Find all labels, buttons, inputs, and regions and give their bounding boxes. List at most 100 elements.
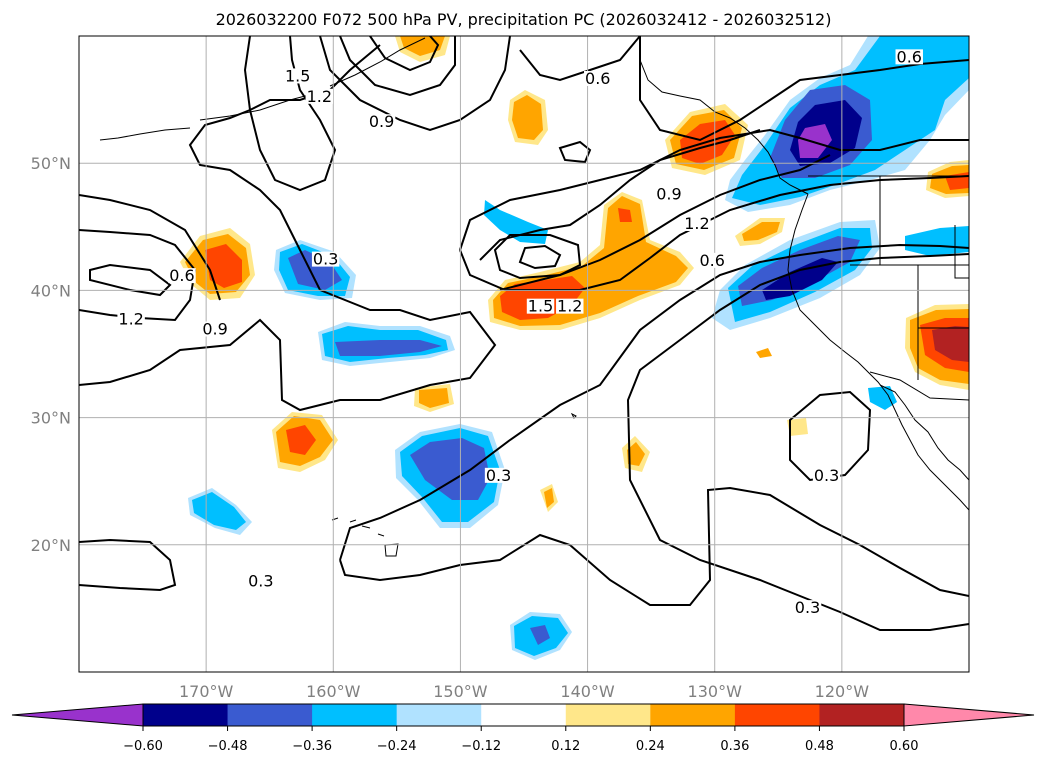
lon-tick-label-2: 150°W [433, 682, 488, 701]
gridlines [79, 36, 969, 672]
lon-tick-label-5: 120°W [815, 682, 870, 701]
contour-label-halo [556, 298, 584, 314]
contour-label-halo [117, 311, 145, 327]
pv-contour-0.3-b [79, 538, 177, 592]
pv-contour-0.3-d [339, 486, 969, 606]
colorbar-tick-label: −0.12 [461, 739, 501, 754]
pv-contour-0.6-d [459, 128, 969, 251]
precip-neg-160w-41n-3 [288, 250, 342, 290]
precip-pos-148w-31n-2 [419, 388, 449, 408]
colorbar-segment [650, 704, 736, 726]
pv-contour-0.3-a [79, 44, 497, 412]
contour-labels: 0.60.61.51.20.90.91.20.60.30.61.20.91.5 1… [117, 47, 923, 617]
lat-tick-label-2: 30°N [31, 409, 71, 428]
contour-label: 0.3 [486, 466, 511, 485]
colorbar-segment [396, 704, 482, 726]
precip-pos-145w-23n-2 [544, 488, 554, 508]
contour-label-halo [698, 252, 726, 268]
contour-label: 1.2 [557, 297, 582, 316]
colorbar-tick-label: −0.48 [208, 739, 248, 754]
coast-hawaii [331, 517, 399, 557]
contour-label: 0.3 [814, 466, 839, 485]
pv-contour-1.2-c [493, 234, 582, 280]
colorbar-segment [143, 704, 229, 726]
contour-label-halo [584, 70, 612, 86]
precip-neg-baja [868, 386, 897, 410]
border-us-mexico [869, 371, 969, 401]
contour-label-halo [247, 573, 275, 589]
coast-west-us [787, 193, 969, 511]
contour-label-halo [311, 251, 340, 267]
precip-pos-170w-41n-3 [205, 244, 242, 288]
contour-label-halo [283, 68, 312, 84]
contour-label: 0.9 [656, 185, 681, 204]
contour-label: 0.9 [202, 320, 227, 339]
colorbar-segment [481, 704, 567, 726]
lat-tick-label-1: 40°N [31, 281, 71, 300]
colorbar-extend-low [11, 703, 144, 727]
precip-neg-california-4 [762, 258, 838, 300]
contour-label: 1.2 [118, 309, 143, 328]
precip-pos-126w-36n [756, 348, 772, 358]
lon-tick-label-3: 140°W [560, 682, 615, 701]
contour-label: 1.2 [684, 214, 709, 233]
colorbar-tick-label: −0.24 [377, 739, 417, 754]
coast-small-island [570, 412, 577, 419]
map-content [79, 36, 969, 672]
precip-neg-east-small [905, 226, 969, 256]
precip-pos-126w-29n [787, 418, 808, 436]
contour-label: 0.9 [369, 112, 394, 131]
colorbar-tick-label: 0.48 [805, 739, 834, 754]
contour-label: 0.3 [795, 598, 820, 617]
colorbar-segment [565, 704, 651, 726]
contour-label: 0.6 [699, 251, 724, 270]
pv-contour-0.9-b [243, 36, 337, 192]
colorbar-segment [819, 704, 905, 726]
pv-contour-0.6-b [519, 36, 641, 82]
contour-label: 0.6 [585, 69, 610, 88]
colorbar-extend-high [903, 703, 1035, 727]
pv-contour-1.5-a [369, 36, 440, 72]
border-states [850, 176, 969, 380]
colorbar: −0.60 −0.48 −0.36 −0.24 −0.12 0.12 0.24 0.36 0.4… [11, 703, 1035, 754]
precip-pos-127w-43n-2 [742, 222, 780, 241]
map-title: 2026032200 F072 500 hPa PV, precipitatio… [215, 10, 832, 29]
precip-neg-144w-13n-3 [530, 625, 550, 645]
pv-contour-0.3-e [626, 253, 969, 631]
pv-contour-0.9-c [319, 36, 511, 132]
colorbar-tick-label: −0.36 [292, 739, 332, 754]
precip-pos-east-36n-4 [932, 326, 969, 362]
lat-tick-label-3: 20°N [31, 536, 71, 555]
contour-label-halo [526, 298, 555, 314]
contour-label-halo [793, 600, 822, 616]
contour-label-halo [305, 88, 334, 104]
colorbar-segment [227, 704, 313, 726]
contour-label: 0.3 [313, 250, 338, 269]
pv-contour-0.9-a [79, 194, 221, 301]
pv-contour-0.6-c [639, 36, 969, 142]
coastlines [99, 36, 969, 557]
colorbar-tick-label: 0.12 [551, 739, 580, 754]
precip-neg-35n-band-3 [335, 340, 442, 356]
precip-pos-163w-29n-3 [286, 425, 316, 455]
precip-neg-150w-25n-3 [410, 438, 490, 500]
tick-labels: 170°W 160°W 150°W 140°W 130°W 120°W 50°N 40°N 30… [31, 154, 870, 701]
coast-aleutians [99, 37, 426, 141]
precip-neg-165w-22n-2 [192, 492, 246, 530]
pv-contour-1.5-b [518, 244, 562, 270]
colorbar-border [142, 703, 905, 727]
lat-tick-label-0: 50°N [31, 154, 71, 173]
precip-pos-148w-53n-2 [512, 95, 543, 140]
colorbar-tick-label: 0.24 [636, 739, 665, 754]
contour-label-halo [683, 215, 711, 231]
contour-label-halo [168, 268, 196, 284]
contour-label: 0.6 [169, 266, 194, 285]
lon-tick-label-0: 170°W [179, 682, 234, 701]
contour-label-halo [895, 49, 923, 65]
contour-label-halo [201, 321, 229, 337]
precip-pos-main-band-4 [618, 208, 632, 222]
colorbar-tick-label: 0.60 [890, 739, 919, 754]
colorbar-tick-label: −0.60 [123, 739, 163, 754]
map-border [78, 35, 970, 673]
